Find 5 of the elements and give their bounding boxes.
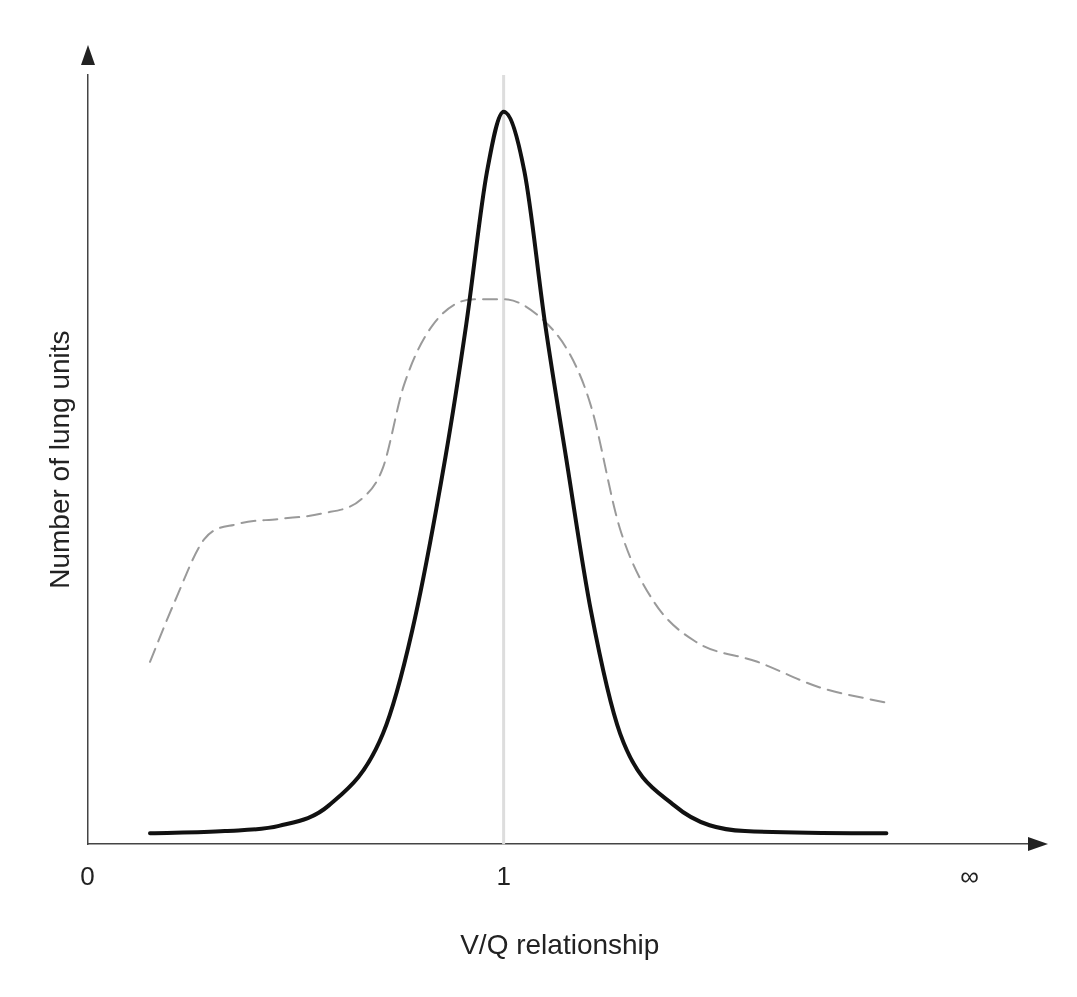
x-tick-label: 0 bbox=[80, 860, 95, 891]
y-axis-title: Number of lung units bbox=[43, 330, 75, 589]
x-tick-label: 1 bbox=[496, 860, 511, 891]
x-tick-label: ∞ bbox=[960, 860, 979, 891]
x-axis-title: V/Q relationship bbox=[460, 928, 660, 960]
